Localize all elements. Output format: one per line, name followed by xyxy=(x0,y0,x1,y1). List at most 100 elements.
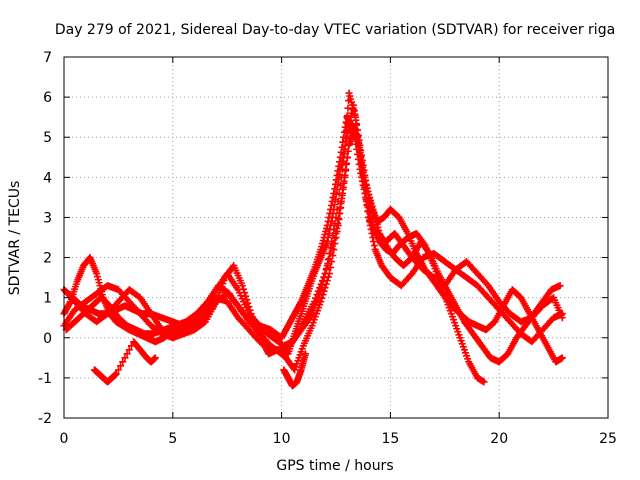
y-tick-label: -2 xyxy=(38,411,52,427)
data-point xyxy=(243,296,251,304)
data-point xyxy=(333,205,341,213)
x-tick-label: 20 xyxy=(490,431,508,447)
data-point xyxy=(331,219,339,227)
data-point xyxy=(368,229,376,237)
data-point xyxy=(327,221,335,229)
data-point xyxy=(363,201,371,209)
y-tick-label: 2 xyxy=(43,251,52,267)
data-point xyxy=(202,299,210,307)
axis-ticks xyxy=(63,56,609,419)
data-point xyxy=(480,378,488,386)
data-point xyxy=(354,133,362,141)
data-point xyxy=(245,303,253,311)
data-point xyxy=(342,134,350,142)
y-tick-label: 6 xyxy=(43,90,52,106)
data-point xyxy=(424,248,432,256)
data-point xyxy=(327,201,335,209)
data-point xyxy=(335,189,343,197)
data-point xyxy=(66,299,74,307)
data-point xyxy=(319,278,327,286)
data-point xyxy=(341,171,349,179)
data-point xyxy=(359,171,367,179)
data-point xyxy=(337,173,345,181)
data-point xyxy=(353,126,361,134)
y-tick-label: 1 xyxy=(43,291,52,307)
data-point xyxy=(316,290,324,298)
data-point xyxy=(340,157,348,165)
data-point xyxy=(335,209,343,217)
data-point xyxy=(332,213,340,221)
series-sat-F xyxy=(90,338,310,390)
x-tick-label: 10 xyxy=(273,431,291,447)
y-tick-label: 3 xyxy=(43,210,52,226)
data-point xyxy=(361,183,369,191)
data-point xyxy=(352,120,360,128)
data-point xyxy=(333,185,341,193)
data-point xyxy=(315,294,323,302)
data-point xyxy=(339,165,347,173)
data-point xyxy=(302,350,310,358)
data-point xyxy=(121,354,129,362)
data-point xyxy=(238,282,246,290)
data-point xyxy=(317,286,325,294)
x-tick-label: 5 xyxy=(168,431,177,447)
data-point xyxy=(340,177,348,185)
data-point xyxy=(357,159,365,167)
data-point xyxy=(336,181,344,189)
data-point xyxy=(329,209,337,217)
data-point xyxy=(343,112,351,120)
data-point xyxy=(320,274,328,282)
data-point xyxy=(112,370,120,378)
x-tick-label: 0 xyxy=(60,431,69,447)
data-point xyxy=(329,231,337,239)
data-point xyxy=(407,271,415,279)
data-point xyxy=(362,195,370,203)
data-point xyxy=(317,298,325,306)
data-point xyxy=(246,306,254,314)
data-point xyxy=(119,358,127,366)
data-point xyxy=(240,285,248,293)
data-point xyxy=(342,127,350,135)
data-point xyxy=(558,314,566,322)
data-point xyxy=(117,362,125,370)
data-point xyxy=(338,194,346,202)
data-point xyxy=(483,280,491,288)
x-tick-label: 25 xyxy=(599,431,617,447)
data-point xyxy=(319,291,327,299)
data-point xyxy=(343,133,351,141)
data-point xyxy=(343,119,351,127)
x-tick-labels: 0 5 10 15 20 25 xyxy=(60,431,617,447)
plot-frame xyxy=(63,56,609,419)
y-tick-label: 5 xyxy=(43,130,52,146)
chart-title: Day 279 of 2021, Sidereal Day-to-day VTE… xyxy=(55,22,615,38)
data-point xyxy=(305,315,313,323)
data-point xyxy=(356,146,364,154)
y-tick-label: 7 xyxy=(43,50,52,66)
data-point xyxy=(356,152,364,160)
data-points xyxy=(60,89,566,390)
data-point xyxy=(123,350,131,358)
data-point xyxy=(370,242,378,250)
data-point xyxy=(325,229,333,237)
data-point xyxy=(324,234,332,241)
data-point xyxy=(364,207,372,215)
data-point xyxy=(352,113,360,121)
y-axis-label: SDTVAR / TECUs xyxy=(7,181,23,296)
data-point xyxy=(114,366,122,374)
data-point xyxy=(337,161,345,169)
data-point xyxy=(241,289,249,297)
data-point xyxy=(334,197,342,205)
data-point xyxy=(341,142,349,150)
y-tick-label: 0 xyxy=(43,331,52,347)
x-axis-label: GPS time / hours xyxy=(276,458,393,474)
series-sat-E xyxy=(62,89,566,350)
data-point xyxy=(244,299,252,307)
data-point xyxy=(321,270,329,278)
data-point xyxy=(556,282,564,290)
y-tick-label: -1 xyxy=(38,371,52,387)
data-point xyxy=(370,238,378,246)
data-point xyxy=(327,244,335,252)
data-point xyxy=(242,292,250,300)
data-point xyxy=(328,245,336,253)
data-point xyxy=(327,217,335,225)
